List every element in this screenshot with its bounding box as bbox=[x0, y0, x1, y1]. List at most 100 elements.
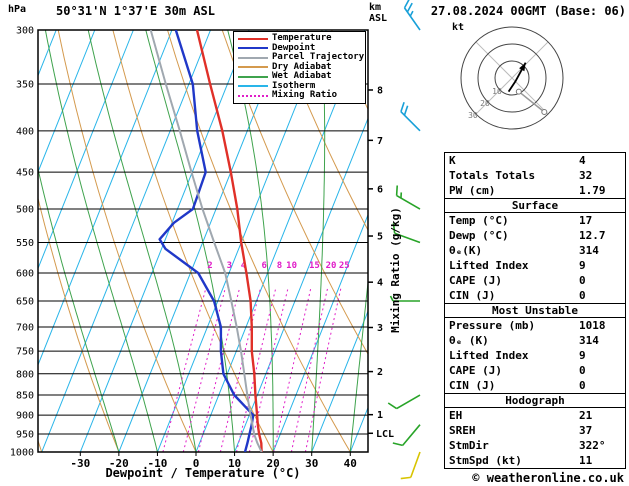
row-value: 1.79 bbox=[579, 184, 606, 197]
wet-adiabat-line bbox=[44, 30, 158, 452]
pressure-tick-label: 550 bbox=[16, 238, 34, 249]
row-value: 0 bbox=[579, 379, 586, 392]
table-row: Lifted Index 9 bbox=[445, 258, 625, 273]
hodograph-arrowhead bbox=[519, 62, 526, 72]
hodograph-storm-track bbox=[518, 91, 545, 113]
run-datetime: 27.08.2024 00GMT (Base: 06) bbox=[430, 4, 626, 18]
x-axis-title: Dewpoint / Temperature (°C) bbox=[105, 466, 301, 480]
wind-barb bbox=[392, 424, 421, 447]
mixing-ratio-value-label: 4 bbox=[241, 261, 247, 271]
row-label: EH bbox=[449, 409, 463, 422]
row-value: 9 bbox=[579, 259, 586, 272]
mixing-ratio-line bbox=[290, 287, 329, 452]
row-value: 0 bbox=[579, 274, 586, 287]
table-row: SREH 37 bbox=[445, 423, 625, 438]
row-label: θₑ(K) bbox=[449, 244, 483, 257]
row-label: StmSpd (kt) bbox=[449, 454, 522, 467]
row-label: Temp (°C) bbox=[449, 214, 509, 227]
wind-barb-column bbox=[387, 0, 421, 480]
row-label: Totals Totals bbox=[449, 169, 536, 182]
pressure-tick-label: 750 bbox=[16, 347, 34, 358]
mixing-ratio-value-label: 6 bbox=[261, 261, 266, 271]
table-row: StmSpd (kt) 11 bbox=[445, 453, 625, 468]
sounding-curves bbox=[149, 30, 263, 452]
legend-swatch bbox=[238, 94, 268, 97]
legend-label: Parcel Trajectory bbox=[272, 52, 365, 63]
isotherm-line bbox=[79, 30, 250, 452]
temp-tick-label: 40 bbox=[344, 457, 357, 470]
hodograph-ring-label: 30 bbox=[468, 111, 478, 120]
km-tick-label: 8 bbox=[377, 85, 383, 96]
legend-label: Temperature bbox=[272, 33, 332, 44]
km-tick-label: 1 bbox=[377, 410, 383, 421]
km-axis-label: km bbox=[369, 2, 382, 13]
row-label: CIN (J) bbox=[449, 289, 496, 302]
legend: Temperature Dewpoint Parcel Trajectory Dry … bbox=[233, 31, 366, 104]
mixing-ratio-value-label: 20 bbox=[326, 261, 337, 271]
indices-table: K 4 Totals Totals 32 PW (cm) 1.79 Surface Temp … bbox=[444, 152, 626, 469]
mixing-ratio-value-label: 25 bbox=[339, 261, 350, 271]
hodograph-ring bbox=[460, 26, 564, 130]
isotherm-line bbox=[272, 213, 368, 452]
row-label: PW (cm) bbox=[449, 184, 496, 197]
isotherm-line bbox=[234, 117, 368, 452]
row-value: 17 bbox=[579, 214, 593, 227]
pressure-axis-unit: hPa bbox=[8, 4, 27, 15]
table-row: Totals Totals 32 bbox=[445, 168, 625, 183]
section-header: Most Unstable bbox=[445, 303, 625, 318]
row-value: 314 bbox=[579, 244, 599, 257]
km-tick-label: 2 bbox=[377, 367, 383, 378]
wind-barb bbox=[395, 185, 421, 210]
pressure-tick-label: 900 bbox=[16, 411, 34, 422]
pressure-tick-label: 950 bbox=[16, 430, 34, 441]
pressure-grid: 300 350 400 450 500 550 600 650 700 750 800 850 900 9… bbox=[10, 26, 368, 459]
legend-label: Dewpoint bbox=[272, 42, 316, 53]
pressure-tick-label: 500 bbox=[16, 205, 34, 216]
km-tick-label: 4 bbox=[377, 278, 383, 289]
legend-item: Mixing Ratio bbox=[238, 91, 361, 101]
row-label: Pressure (mb) bbox=[449, 319, 536, 332]
pressure-tick-label: 400 bbox=[16, 126, 34, 137]
mixing-ratio-axis-title: Mixing Ratio (g/kg) bbox=[389, 207, 402, 333]
table-row: PW (cm) 1.79 bbox=[445, 183, 625, 198]
legend-item: Dry Adiabat bbox=[238, 61, 361, 73]
isotherm-line bbox=[38, 30, 96, 174]
row-label: Dewp (°C) bbox=[449, 229, 509, 242]
legend-label: Dry Adiabat bbox=[272, 61, 332, 72]
legend-swatch bbox=[238, 37, 268, 40]
mixing-ratio-line bbox=[182, 287, 226, 452]
row-label: CAPE (J) bbox=[449, 274, 502, 287]
legend-label: Mixing Ratio bbox=[272, 90, 338, 101]
row-value: 9 bbox=[579, 349, 586, 362]
row-value: 11 bbox=[579, 454, 593, 467]
isotherm-line bbox=[41, 30, 211, 452]
row-value: 12.7 bbox=[579, 229, 606, 242]
pressure-tick-label: 700 bbox=[16, 322, 34, 333]
table-row: CAPE (J) 0 bbox=[445, 363, 625, 378]
hodograph-unit-label: kt bbox=[452, 22, 465, 33]
hodograph-ring-label: 20 bbox=[480, 99, 490, 108]
hodograph-ring bbox=[494, 60, 530, 96]
legend-item: Temperature bbox=[238, 34, 361, 44]
pressure-tick-label: 1000 bbox=[10, 448, 34, 459]
wind-barb bbox=[387, 394, 421, 410]
temp-tick-label: -30 bbox=[70, 457, 90, 470]
row-label: Lifted Index bbox=[449, 349, 529, 362]
km-tick-label: 7 bbox=[377, 136, 383, 147]
row-label: CIN (J) bbox=[449, 379, 496, 392]
isotherm-line bbox=[38, 30, 173, 367]
mixing-ratio-line bbox=[197, 287, 241, 452]
station-title: 50°31'N 1°37'E 30m ASL bbox=[56, 4, 215, 18]
dry-adiabat-line bbox=[276, 30, 368, 232]
mixing-ratio-line bbox=[248, 287, 289, 452]
row-label: SREH bbox=[449, 424, 476, 437]
mixing-ratio-line bbox=[162, 287, 207, 452]
hodograph-storm-marker bbox=[541, 109, 548, 115]
table-row: Pressure (mb) 1018 bbox=[445, 318, 625, 333]
table-row: StmDir 322° bbox=[445, 438, 625, 453]
mixing-ratio-value-label: 3 bbox=[227, 261, 232, 271]
section-header: Surface bbox=[445, 198, 625, 213]
